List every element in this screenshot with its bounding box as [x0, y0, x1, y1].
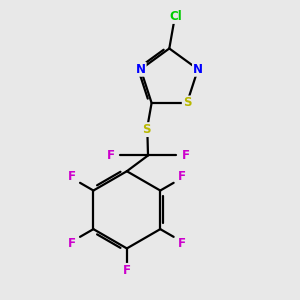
Text: F: F: [178, 170, 186, 183]
Text: F: F: [68, 170, 75, 183]
Text: F: F: [178, 237, 186, 250]
Text: N: N: [193, 63, 203, 76]
Text: S: S: [142, 123, 151, 136]
Text: F: F: [106, 149, 114, 162]
Text: F: F: [68, 237, 75, 250]
Text: F: F: [123, 264, 131, 277]
Text: S: S: [183, 96, 191, 110]
Text: N: N: [136, 63, 146, 76]
Text: F: F: [182, 149, 190, 162]
Text: Cl: Cl: [170, 10, 182, 23]
